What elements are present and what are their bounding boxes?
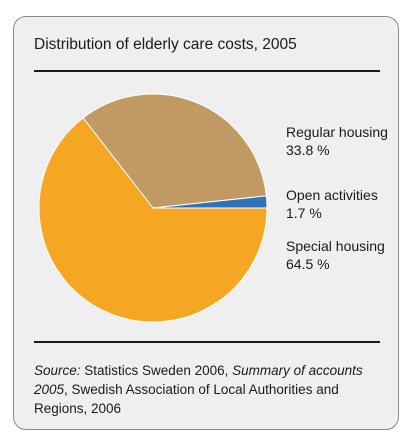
- legend-label-open-activities: Open activities: [286, 187, 378, 203]
- top-divider: [34, 70, 380, 72]
- chart-card: Distribution of elderly care costs, 2005…: [13, 16, 399, 430]
- source-note: Source: Statistics Sweden 2006, Summary …: [34, 361, 382, 418]
- pie-slice-special-housing: [38, 117, 268, 323]
- pie-chart: [38, 93, 268, 323]
- source-text-1: Statistics Sweden 2006,: [80, 363, 233, 378]
- source-publication: Summary of accounts 2005: [34, 363, 363, 397]
- bottom-divider: [34, 341, 380, 343]
- pie-slice-regular-housing: [82, 93, 267, 209]
- legend-label-special-housing: Special housing: [286, 238, 385, 254]
- legend-regular-housing: Regular housing 33.8 %: [286, 123, 388, 159]
- legend-special-housing: Special housing 64.5 %: [286, 237, 385, 273]
- source-text-2: , Swedish Association of Local Authoriti…: [34, 382, 339, 416]
- chart-title: Distribution of elderly care costs, 2005: [34, 36, 297, 53]
- legend-label-regular-housing: Regular housing: [286, 124, 388, 140]
- data-label-special-housing: 64.5 %: [286, 256, 330, 272]
- source-prefix: Source:: [34, 363, 81, 378]
- legend-open-activities: Open activities 1.7 %: [286, 186, 378, 222]
- data-label-regular-housing: 33.8 %: [286, 142, 330, 158]
- data-label-open-activities: 1.7 %: [286, 205, 322, 221]
